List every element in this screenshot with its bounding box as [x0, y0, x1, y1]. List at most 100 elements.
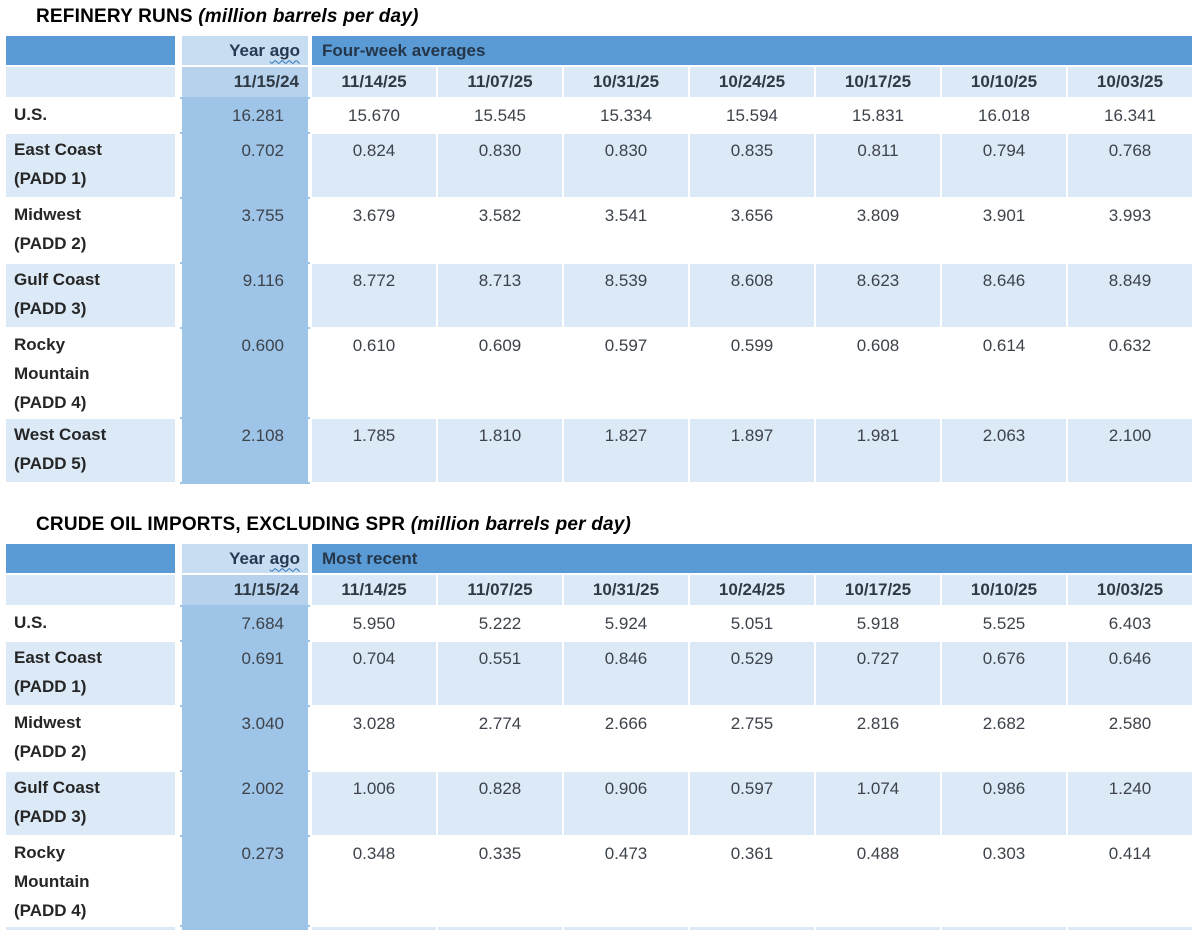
column-date-header: 10/31/25	[564, 575, 688, 605]
crude-imports-table: Year ago Most recent 11/15/24 11/14/25 11/07…	[4, 542, 1194, 930]
value-cell: 1.897	[690, 419, 814, 482]
row-label: Gulf Coast (PADD 3)	[6, 772, 178, 835]
value-cell: 8.608	[690, 264, 814, 327]
table-row: East Coast (PADD 1) 0.691 0.704 0.551 0.846 0.…	[6, 642, 1192, 705]
value-cell: 5.918	[816, 607, 940, 640]
group-header-row: Year ago Most recent	[6, 544, 1192, 573]
value-cell: 15.545	[438, 99, 562, 132]
table-row: Rocky Mountain (PADD 4) 0.273 0.348 0.335 0.47…	[6, 837, 1192, 925]
group-header-row: Year ago Four-week averages	[6, 36, 1192, 65]
value-cell: 1.785	[312, 419, 436, 482]
value-cell: 0.303	[942, 837, 1066, 925]
row-label-line: East Coast	[14, 648, 102, 667]
value-cell: 0.986	[942, 772, 1066, 835]
year-ago-date: 11/15/24	[180, 575, 310, 605]
column-date-header: 10/10/25	[942, 575, 1066, 605]
value-cell: 1.981	[816, 419, 940, 482]
year-ago-value: 3.040	[180, 707, 310, 770]
refinery-runs-table: Year ago Four-week averages 11/15/24 11/14/…	[4, 34, 1194, 484]
value-cell: 1.240	[1068, 772, 1192, 835]
value-cell: 2.755	[690, 707, 814, 770]
value-cell: 3.582	[438, 199, 562, 262]
date-row-label-cell	[6, 575, 178, 605]
table-row: West Coast(PADD 5)1.6770.8660.7341.0350.…	[6, 927, 1192, 930]
table-row: U.S. 7.684 5.950 5.222 5.924 5.051 5.918 5.525 6…	[6, 607, 1192, 640]
year-ago-value: 0.273	[180, 837, 310, 925]
year-ago-value: 2.002	[180, 772, 310, 835]
table-row: Gulf Coast (PADD 3) 2.002 1.006 0.828 0.906 0.…	[6, 772, 1192, 835]
value-cell: 0.414	[1068, 837, 1192, 925]
value-cell: 6.403	[1068, 607, 1192, 640]
value-cell: 0.361	[690, 837, 814, 925]
value-cell: 2.816	[816, 707, 940, 770]
row-label-line: Gulf Coast	[14, 778, 100, 797]
value-cell: 0.348	[312, 837, 436, 925]
row-label-line: Midwest	[14, 205, 82, 224]
table-row: East Coast (PADD 1) 0.702 0.824 0.830 0.830 0.…	[6, 134, 1192, 197]
value-cell: 8.623	[816, 264, 940, 327]
value-cell: 15.670	[312, 99, 436, 132]
value-cell: 0.846	[564, 642, 688, 705]
column-date-header: 10/03/25	[1068, 67, 1192, 97]
value-cell: 15.334	[564, 99, 688, 132]
value-cell: 3.656	[690, 199, 814, 262]
value-cell: 5.525	[942, 607, 1066, 640]
value-cell: 0.879	[942, 927, 1066, 930]
column-date-header: 11/07/25	[438, 575, 562, 605]
value-cell: 1.035	[564, 927, 688, 930]
crude-imports-title-text: CRUDE OIL IMPORTS, EXCLUDING SPR	[36, 514, 406, 535]
value-cell: 2.580	[1068, 707, 1192, 770]
row-label-line: Midwest	[14, 713, 82, 732]
row-label-line: East Coast	[14, 140, 102, 159]
row-label-line: Mountain	[14, 364, 90, 383]
column-date-header: 11/07/25	[438, 67, 562, 97]
row-label: Gulf Coast (PADD 3)	[6, 264, 178, 327]
year-ago-value: 9.116	[180, 264, 310, 327]
table-row: Midwest (PADD 2) 3.040 3.028 2.774 2.666 2.755…	[6, 707, 1192, 770]
row-label: Rocky Mountain (PADD 4)	[6, 329, 178, 417]
value-cell: 1.074	[816, 772, 940, 835]
value-cell: 0.866	[312, 927, 436, 930]
column-date-header: 10/17/25	[816, 67, 940, 97]
value-cell: 15.594	[690, 99, 814, 132]
row-label-line: (PADD 3)	[14, 807, 87, 826]
row-label: West Coast(PADD 5)	[6, 927, 178, 930]
value-cell: 3.028	[312, 707, 436, 770]
value-cell: 3.679	[312, 199, 436, 262]
section-gap	[4, 484, 1198, 510]
year-ago-header: Year ago	[180, 36, 310, 65]
column-date-header: 11/14/25	[312, 67, 436, 97]
value-cell: 0.835	[690, 134, 814, 197]
value-cell: 0.704	[312, 642, 436, 705]
row-label-line: Gulf Coast	[14, 270, 100, 289]
year-ago-value: 0.691	[180, 642, 310, 705]
value-cell: 0.811	[816, 134, 940, 197]
table-row: Gulf Coast (PADD 3) 9.116 8.772 8.713 8.539 8.…	[6, 264, 1192, 327]
dates-row: 11/15/24 11/14/25 11/07/25 10/31/25 10/24/25…	[6, 67, 1192, 97]
value-cell: 1.006	[312, 772, 436, 835]
row-label-line: U.S.	[14, 105, 48, 124]
value-cell: 0.906	[564, 772, 688, 835]
column-date-header: 10/10/25	[942, 67, 1066, 97]
value-cell: 0.551	[438, 642, 562, 705]
value-cell: 0.734	[438, 927, 562, 930]
row-label-line: (PADD 4)	[14, 393, 87, 412]
row-label-line: U.S.	[14, 613, 48, 632]
value-cell: 0.599	[690, 329, 814, 417]
row-label: East Coast (PADD 1)	[6, 642, 178, 705]
value-cell: 3.993	[1068, 199, 1192, 262]
value-cell: 0.529	[690, 642, 814, 705]
table-row: U.S. 16.281 15.670 15.545 15.334 15.594 15.831…	[6, 99, 1192, 132]
value-cell: 0.609	[438, 329, 562, 417]
row-label-line: West Coast	[14, 425, 107, 444]
value-cell: 0.473	[564, 837, 688, 925]
value-cell: 0.597	[564, 329, 688, 417]
value-cell: 0.830	[564, 134, 688, 197]
column-date-header: 10/03/25	[1068, 575, 1192, 605]
value-cell: 0.824	[312, 134, 436, 197]
value-cell: 0.610	[312, 329, 436, 417]
value-cell: 0.813	[816, 927, 940, 930]
value-cell: 2.666	[564, 707, 688, 770]
value-cell: 2.774	[438, 707, 562, 770]
